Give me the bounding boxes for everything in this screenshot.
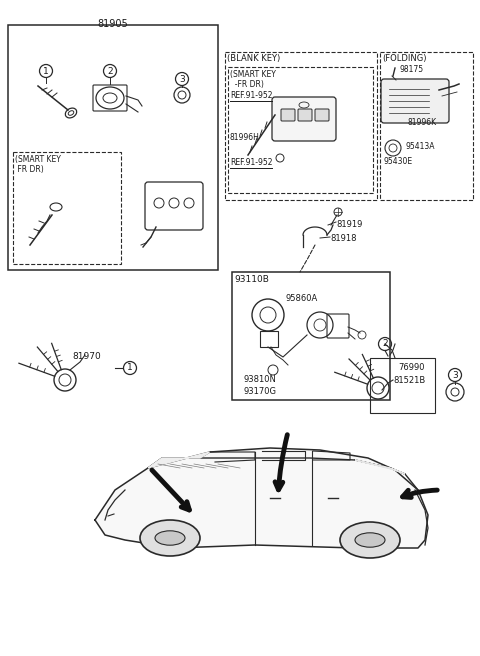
Text: 3: 3: [179, 75, 185, 83]
Text: 95413A: 95413A: [405, 142, 434, 151]
FancyBboxPatch shape: [272, 97, 336, 141]
Text: 1: 1: [43, 66, 49, 75]
FancyBboxPatch shape: [281, 109, 295, 121]
Bar: [8, 25, 218, 270]
Text: 81996H: 81996H: [230, 133, 260, 142]
Text: 81919: 81919: [336, 220, 362, 229]
Text: 2: 2: [382, 340, 388, 348]
Text: FR DR): FR DR): [15, 165, 44, 174]
Text: (SMART KEY: (SMART KEY: [15, 155, 61, 164]
Bar: [260, 331, 278, 347]
Bar: [380, 52, 473, 200]
FancyBboxPatch shape: [381, 79, 449, 123]
Text: (SMART KEY: (SMART KEY: [230, 70, 276, 79]
Ellipse shape: [340, 522, 400, 558]
Text: 81918: 81918: [330, 234, 357, 243]
Bar: [13, 152, 121, 264]
Bar: [228, 67, 373, 193]
Text: 81996K: 81996K: [408, 118, 437, 127]
FancyBboxPatch shape: [298, 109, 312, 121]
Text: 1: 1: [127, 363, 133, 373]
Text: 95430E: 95430E: [383, 157, 412, 166]
Text: 93110B: 93110B: [234, 275, 269, 284]
Text: 3: 3: [452, 371, 458, 380]
Text: 95860A: 95860A: [286, 294, 318, 303]
Text: 81521B: 81521B: [393, 376, 425, 385]
FancyBboxPatch shape: [315, 109, 329, 121]
Bar: [370, 358, 435, 413]
Text: REF.91-952: REF.91-952: [230, 158, 273, 167]
Text: 2: 2: [107, 66, 113, 75]
Text: 81905: 81905: [97, 19, 128, 29]
Text: 81970: 81970: [72, 352, 101, 361]
Text: -FR DR): -FR DR): [230, 80, 264, 89]
Text: (FOLDING): (FOLDING): [382, 54, 427, 63]
Text: 93810N: 93810N: [244, 375, 277, 384]
Text: 76990: 76990: [398, 363, 424, 372]
Text: REF.91-952: REF.91-952: [230, 91, 273, 100]
Text: (BLANK KEY): (BLANK KEY): [227, 54, 280, 63]
Ellipse shape: [155, 531, 185, 545]
Polygon shape: [95, 448, 428, 548]
Ellipse shape: [355, 533, 385, 547]
Text: 98175: 98175: [400, 65, 424, 74]
Polygon shape: [355, 460, 405, 474]
Text: 93170G: 93170G: [244, 387, 277, 396]
Bar: [232, 272, 390, 400]
Bar: [225, 52, 377, 200]
Polygon shape: [148, 452, 210, 468]
Ellipse shape: [140, 520, 200, 556]
